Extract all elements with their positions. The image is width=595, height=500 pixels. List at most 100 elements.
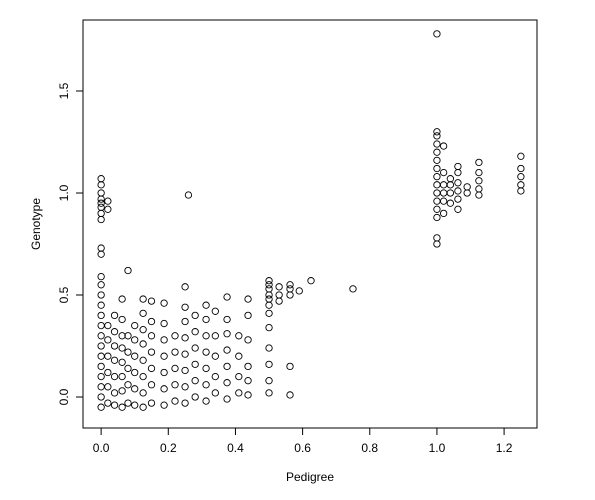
point: [286, 291, 294, 299]
x-tick-label: 0.2: [160, 441, 177, 455]
point: [160, 401, 168, 409]
point: [454, 168, 462, 177]
point: [235, 352, 243, 360]
point: [191, 360, 199, 369]
y-tick-label: 1.5: [57, 82, 71, 99]
point: [433, 30, 441, 38]
point: [433, 128, 441, 136]
point: [118, 403, 126, 411]
point: [139, 356, 147, 364]
point: [147, 332, 156, 340]
point: [517, 164, 525, 173]
point: [110, 389, 119, 397]
point: [439, 181, 448, 189]
point: [118, 358, 126, 366]
point: [475, 168, 483, 177]
point: [475, 185, 483, 193]
point: [97, 250, 105, 258]
point: [184, 191, 193, 199]
point: [97, 393, 105, 401]
point: [202, 397, 210, 405]
point: [104, 399, 112, 407]
point: [97, 352, 105, 360]
point: [244, 362, 252, 371]
point: [517, 187, 525, 195]
point: [265, 360, 273, 369]
point: [439, 142, 448, 150]
point: [97, 244, 105, 252]
point: [433, 148, 441, 156]
point: [265, 285, 273, 293]
point: [171, 397, 179, 405]
point: [181, 383, 189, 391]
point: [97, 195, 105, 203]
point: [160, 299, 168, 307]
point: [124, 381, 132, 389]
point: [244, 377, 252, 385]
x-tick-label: 0.4: [227, 441, 244, 455]
point: [265, 323, 273, 332]
point: [211, 332, 219, 340]
point: [433, 240, 441, 248]
point: [463, 189, 471, 197]
point: [118, 295, 126, 303]
point: [454, 205, 462, 213]
point: [97, 209, 105, 218]
point: [265, 389, 273, 397]
point: [104, 336, 112, 344]
point: [265, 344, 273, 352]
point: [286, 281, 294, 289]
point: [171, 364, 179, 373]
point: [110, 401, 119, 409]
point: [131, 352, 139, 360]
point: [244, 336, 252, 344]
point: [439, 189, 448, 197]
point: [265, 277, 273, 285]
point: [171, 348, 179, 356]
point: [433, 181, 441, 189]
point: [181, 317, 189, 326]
point: [139, 372, 147, 381]
point: [160, 352, 168, 360]
point: [131, 401, 139, 409]
point: [286, 285, 294, 293]
point: [202, 332, 210, 340]
point: [433, 189, 441, 197]
point: [139, 309, 147, 318]
x-tick-label: 0.8: [361, 441, 378, 455]
point: [131, 385, 139, 393]
point: [211, 352, 219, 360]
point: [118, 387, 126, 395]
point: [97, 342, 105, 350]
point: [517, 152, 525, 160]
point: [160, 368, 168, 377]
point: [97, 175, 105, 183]
point: [286, 362, 294, 371]
point: [131, 368, 139, 377]
point: [139, 295, 147, 303]
point: [223, 315, 231, 324]
point: [97, 321, 105, 330]
x-tick-label: 0.6: [294, 441, 311, 455]
point: [265, 291, 273, 299]
point: [181, 399, 189, 407]
point: [171, 332, 179, 340]
point: [433, 213, 441, 222]
point: [454, 162, 462, 171]
point: [202, 301, 210, 309]
point: [191, 377, 199, 385]
point: [433, 140, 441, 148]
point: [191, 311, 199, 320]
point: [211, 372, 219, 381]
point: [131, 336, 139, 344]
point: [454, 195, 462, 203]
point: [110, 328, 119, 336]
point: [433, 205, 441, 213]
point: [475, 177, 483, 185]
point: [475, 191, 483, 199]
point: [118, 315, 126, 324]
point: [433, 173, 441, 181]
point: [181, 283, 189, 291]
point: [275, 283, 283, 291]
